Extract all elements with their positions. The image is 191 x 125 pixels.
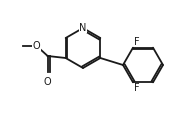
Text: F: F [134, 37, 140, 47]
Text: O: O [33, 41, 40, 51]
Text: N: N [79, 23, 87, 33]
Text: F: F [134, 83, 140, 93]
Text: O: O [44, 77, 52, 87]
